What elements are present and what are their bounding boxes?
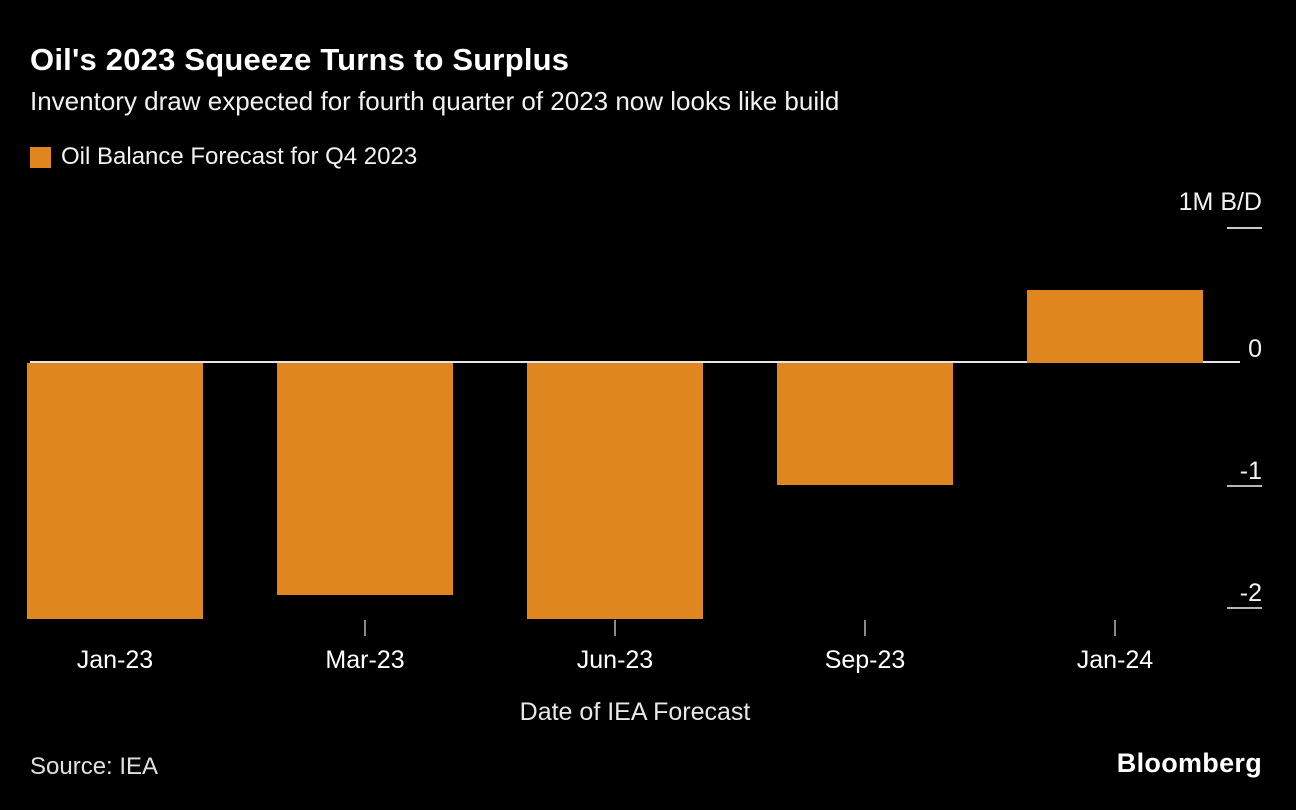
x-axis-tick — [864, 620, 866, 636]
x-axis-label: Jan-24 — [1076, 646, 1154, 674]
bloomberg-logo: Bloomberg — [1116, 748, 1262, 778]
x-axis-tick — [1114, 620, 1116, 636]
x-axis-tick — [614, 620, 616, 636]
zero-baseline — [30, 361, 1240, 363]
bar-Jan-24 — [1027, 289, 1203, 363]
bar-Sep-23 — [777, 363, 953, 485]
x-axis-label: Jan-23 — [76, 646, 154, 674]
bar-Jun-23 — [527, 363, 703, 620]
x-axis-label: Sep-23 — [824, 646, 906, 674]
x-axis-label: Mar-23 — [325, 646, 405, 674]
y-axis-label: -2 — [1239, 579, 1262, 607]
x-axis-label: Jun-23 — [576, 646, 654, 674]
bar-Mar-23 — [277, 363, 453, 595]
x-axis-title: Date of IEA Forecast — [519, 698, 751, 726]
y-axis-tick — [1227, 485, 1262, 487]
y-axis-label: -1 — [1239, 457, 1262, 485]
chart-subtitle: Inventory draw expected for fourth quart… — [30, 86, 840, 116]
y-axis-tick — [1227, 607, 1262, 609]
legend-swatch-icon — [30, 146, 51, 168]
chart-title: Oil's 2023 Squeeze Turns to Surplus — [30, 42, 570, 77]
legend: Oil Balance Forecast for Q4 2023 — [30, 143, 417, 171]
source-note: Source: IEA — [30, 753, 159, 780]
y-axis-unit-label: 1M B/D — [1178, 188, 1262, 216]
y-axis-unit-tick — [1227, 227, 1262, 229]
legend-label: Oil Balance Forecast for Q4 2023 — [61, 143, 418, 170]
bar-Jan-23 — [27, 363, 203, 620]
y-axis-label: 0 — [1248, 335, 1262, 363]
x-axis-tick — [364, 620, 366, 636]
